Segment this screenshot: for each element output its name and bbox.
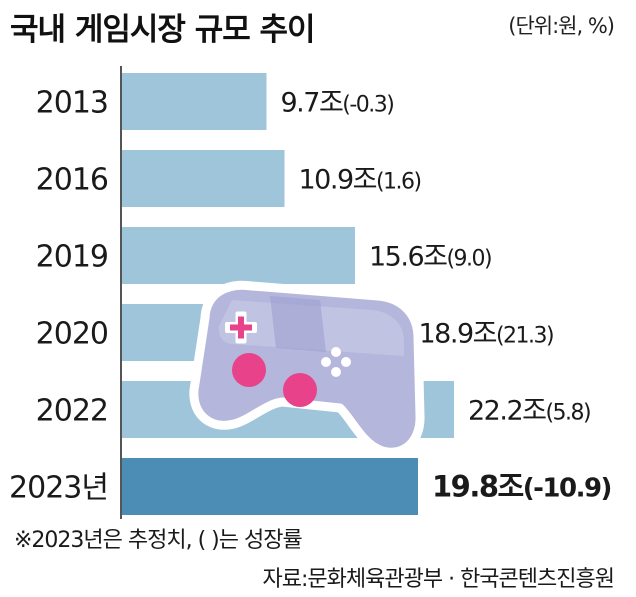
right-stick-icon bbox=[283, 373, 317, 407]
left-stick-icon bbox=[232, 353, 266, 387]
bar-5 bbox=[121, 458, 418, 515]
category-label-0: 2013 bbox=[36, 86, 108, 121]
value-label-5: 19.8조(-10.9) bbox=[432, 470, 611, 504]
value-label-2: 15.6조(9.0) bbox=[369, 242, 491, 273]
face-buttons-icon bbox=[321, 347, 351, 377]
value-label-0: 9.7조(-0.3) bbox=[281, 88, 394, 119]
bar-1 bbox=[121, 150, 285, 207]
dpad-icon bbox=[225, 311, 257, 344]
bar-2 bbox=[121, 227, 355, 284]
unit-note: (단위:원, %) bbox=[508, 14, 615, 38]
value-label-3: 18.9조(21.3) bbox=[419, 319, 554, 350]
source-credit: 자료:문화체육관광부 · 한국콘텐츠진흥원 bbox=[262, 567, 615, 592]
category-label-5: 2023년 bbox=[9, 471, 108, 506]
category-label-4: 2022 bbox=[36, 394, 108, 429]
footnote: ※2023년은 추정치, ( )는 성장률 bbox=[14, 528, 303, 553]
category-label-2: 2019 bbox=[36, 240, 108, 275]
bar-0 bbox=[121, 73, 267, 130]
category-label-3: 2020 bbox=[36, 317, 108, 352]
gamepad-icon bbox=[189, 280, 425, 457]
value-label-1: 10.9조(1.6) bbox=[299, 165, 421, 196]
page-title: 국내 게임시장 규모 추이 bbox=[10, 12, 316, 48]
gamepad-center-panel bbox=[270, 296, 326, 352]
value-label-4: 22.2조(5.8) bbox=[468, 396, 590, 427]
category-label-1: 2016 bbox=[36, 163, 108, 198]
